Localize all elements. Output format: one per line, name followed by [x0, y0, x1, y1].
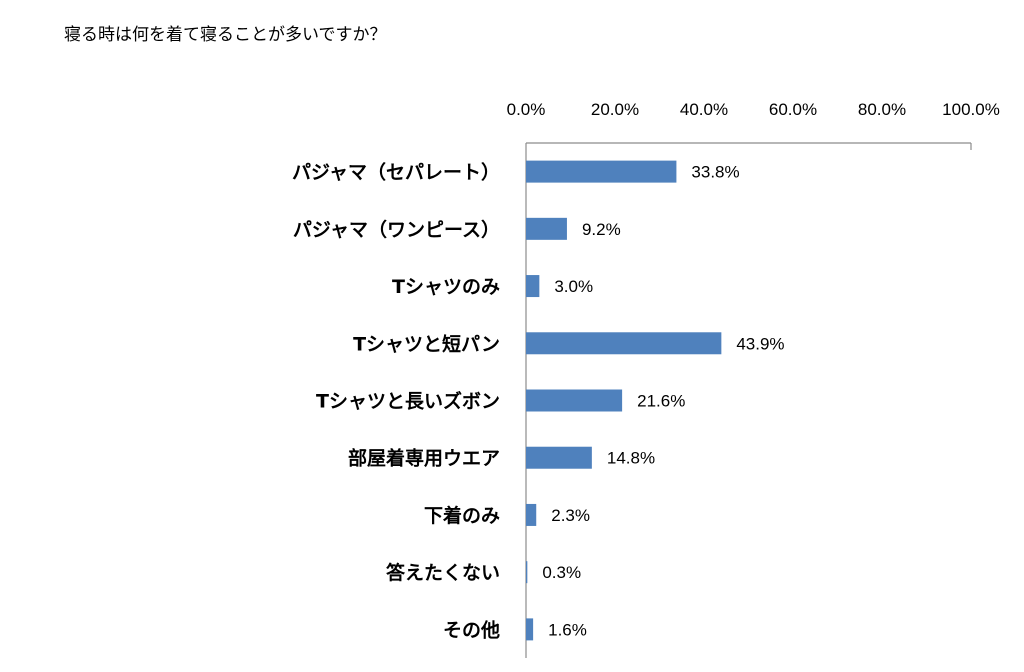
- x-tick-labels: 0.0% 20.0% 40.0% 60.0% 80.0% 100.0%: [507, 100, 1000, 119]
- category-label: その他: [443, 618, 500, 641]
- data-label: 2.3%: [551, 506, 590, 525]
- x-tick-label: 40.0%: [680, 100, 728, 119]
- x-tick-label: 0.0%: [507, 100, 546, 119]
- category-label: 部屋着専用ウエア: [348, 447, 500, 470]
- bars: [526, 160, 722, 641]
- bar: [526, 446, 592, 469]
- category-label: パジャマ（セパレート）: [292, 161, 500, 184]
- data-label: 1.6%: [548, 620, 587, 639]
- bar: [526, 217, 567, 240]
- bar: [526, 561, 528, 584]
- category-label: 答えたくない: [386, 561, 500, 584]
- x-tick-label: 100.0%: [942, 100, 1000, 119]
- data-label: 33.8%: [691, 163, 739, 182]
- bar: [526, 389, 623, 412]
- x-tick-label: 60.0%: [769, 100, 817, 119]
- category-labels: パジャマ（セパレート） パジャマ（ワンピース） Tシャツのみ Tシャツと短パン Tシャツ…: [292, 161, 500, 642]
- x-tick-label: 20.0%: [591, 100, 639, 119]
- data-label: 43.9%: [736, 334, 784, 353]
- data-label: 0.3%: [542, 563, 581, 582]
- category-label: Tシャツと短パン: [353, 332, 500, 355]
- data-labels: 33.8% 9.2% 3.0% 43.9% 21.6% 14.8% 2.3% 0.3% 1.6%: [542, 163, 784, 640]
- category-label: Tシャツのみ: [392, 276, 500, 298]
- bar: [526, 160, 677, 183]
- bar: [526, 332, 722, 355]
- data-label: 21.6%: [637, 392, 685, 411]
- x-tick-label: 80.0%: [858, 100, 906, 119]
- chart-title: 寝る時は何を着て寝ることが多いですか？: [64, 25, 387, 45]
- category-label: パジャマ（ワンピース）: [293, 218, 500, 241]
- bar: [526, 503, 537, 526]
- data-label: 14.8%: [607, 449, 655, 468]
- data-label: 3.0%: [554, 277, 593, 296]
- category-label: Tシャツと長いズボン: [316, 390, 500, 413]
- bar: [526, 618, 534, 641]
- data-label: 9.2%: [582, 220, 621, 239]
- category-label: 下着のみ: [424, 504, 500, 527]
- bar: [526, 275, 540, 298]
